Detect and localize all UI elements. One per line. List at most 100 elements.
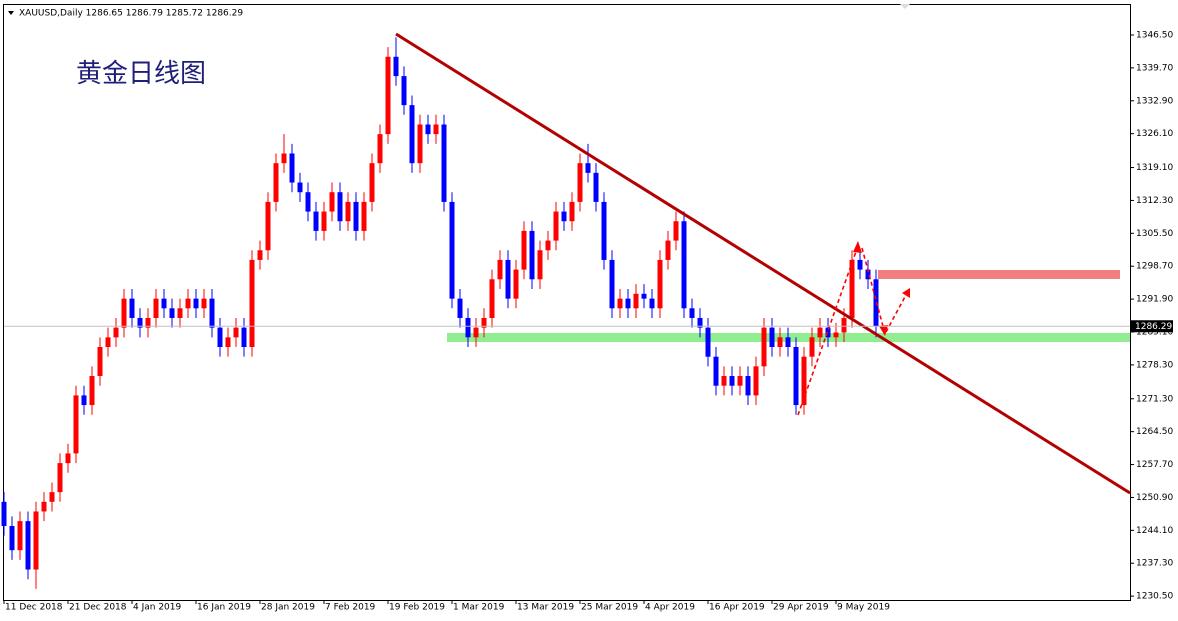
candle-body	[425, 124, 431, 135]
candle-body	[641, 293, 647, 299]
candle-body	[273, 163, 279, 202]
y-tick-label: 1237.30	[1136, 559, 1173, 569]
price-label-box	[1131, 320, 1173, 333]
candle-body	[745, 376, 751, 396]
candle-body	[593, 172, 599, 202]
arrow-up	[797, 245, 859, 416]
candle-body	[201, 298, 207, 309]
y-tick-label: 1319.10	[1136, 163, 1173, 173]
candle-body	[537, 250, 543, 280]
candle-body	[297, 182, 303, 193]
candle-body	[217, 327, 223, 348]
candle-body	[865, 269, 871, 280]
x-tick-label: 13 Mar 2019	[517, 603, 574, 613]
candle-body	[113, 327, 119, 338]
candle-body	[601, 201, 607, 260]
x-tick-label: 19 Feb 2019	[389, 603, 445, 613]
x-tick-label: 21 Dec 2018	[69, 603, 127, 613]
candle-body	[505, 259, 511, 299]
price-label: 1286.29	[1135, 322, 1172, 332]
plot-frame	[3, 4, 1131, 601]
candle-body	[513, 269, 519, 299]
candle-body	[73, 395, 79, 454]
x-tick-label: 4 Jan 2019	[133, 603, 181, 613]
candle-body	[657, 259, 663, 309]
candle-body	[377, 134, 383, 164]
candle-body	[161, 298, 167, 309]
x-tick-label: 1 Mar 2019	[453, 603, 505, 613]
arrow-down	[861, 247, 885, 331]
chart-title: 黄金日线图	[76, 59, 206, 89]
candle-body	[561, 211, 567, 222]
y-tick-label: 1244.10	[1136, 526, 1173, 536]
candle-body	[761, 327, 767, 367]
y-tick-label: 1346.50	[1136, 30, 1173, 40]
candle-body	[721, 376, 727, 386]
candle-body	[193, 298, 199, 309]
candle-body	[417, 124, 423, 164]
x-tick-label: 7 Feb 2019	[325, 603, 376, 613]
candle-body	[385, 56, 391, 135]
candle-body	[633, 293, 639, 309]
menu-arrow	[8, 11, 14, 15]
y-tick-label: 1291.90	[1136, 295, 1173, 305]
candle-body	[33, 511, 39, 570]
candle-body	[121, 298, 127, 328]
x-tick-label: 16 Apr 2019	[709, 603, 765, 613]
candle-body	[673, 221, 679, 241]
candle-body	[553, 211, 559, 241]
candle-body	[577, 163, 583, 202]
candle-body	[49, 492, 55, 502]
candle-body	[441, 124, 447, 202]
candle-body	[353, 201, 359, 231]
candle-body	[801, 356, 807, 406]
candle-body	[785, 337, 791, 348]
candle-body	[369, 163, 375, 202]
candle-body	[177, 308, 183, 318]
candle-body	[81, 395, 87, 406]
candle-body	[841, 317, 847, 333]
arrow-heads	[853, 241, 910, 336]
candle-body	[105, 337, 111, 348]
x-tick-label: 11 Dec 2018	[5, 603, 63, 613]
candle-body	[617, 298, 623, 309]
y-tick-label: 1250.90	[1136, 493, 1173, 503]
candle-body	[497, 259, 503, 280]
arrow-up-2	[885, 292, 908, 333]
candle-body	[129, 298, 135, 318]
candle-body	[41, 501, 47, 512]
x-tick-label: 16 Jan 2019	[197, 603, 251, 613]
candle-body	[521, 230, 527, 270]
candle-body	[817, 327, 823, 338]
candle-body	[793, 347, 799, 406]
candle-body	[185, 298, 191, 309]
candle-body	[769, 327, 775, 348]
candle-body	[625, 298, 631, 309]
candle-body	[409, 105, 415, 164]
candle-body	[225, 337, 231, 348]
candle-body	[257, 250, 263, 260]
candle-body	[697, 317, 703, 328]
candle-body	[529, 230, 535, 280]
candle-body	[337, 192, 343, 222]
candle-body	[265, 201, 271, 251]
candle-body	[681, 221, 687, 309]
candle-body	[169, 308, 175, 318]
candle-body	[401, 76, 407, 106]
candle-body	[777, 337, 783, 348]
y-tick-label: 1312.30	[1136, 196, 1173, 206]
x-tick-label: 28 Jan 2019	[261, 603, 315, 613]
y-tick-label: 1332.90	[1136, 96, 1173, 106]
candle-body	[713, 356, 719, 386]
resistance-zone	[878, 270, 1120, 279]
candle-body	[393, 56, 399, 77]
candle-body	[457, 298, 463, 318]
candle-body	[585, 163, 591, 173]
y-tick-label: 1298.70	[1136, 262, 1173, 272]
candle-body	[833, 332, 839, 338]
candle-body	[465, 317, 471, 338]
chart-header: XAUUSD,Daily 1286.65 1286.79 1285.72 128…	[19, 9, 243, 19]
y-tick-label: 1230.50	[1136, 592, 1173, 602]
candle-body	[473, 327, 479, 338]
